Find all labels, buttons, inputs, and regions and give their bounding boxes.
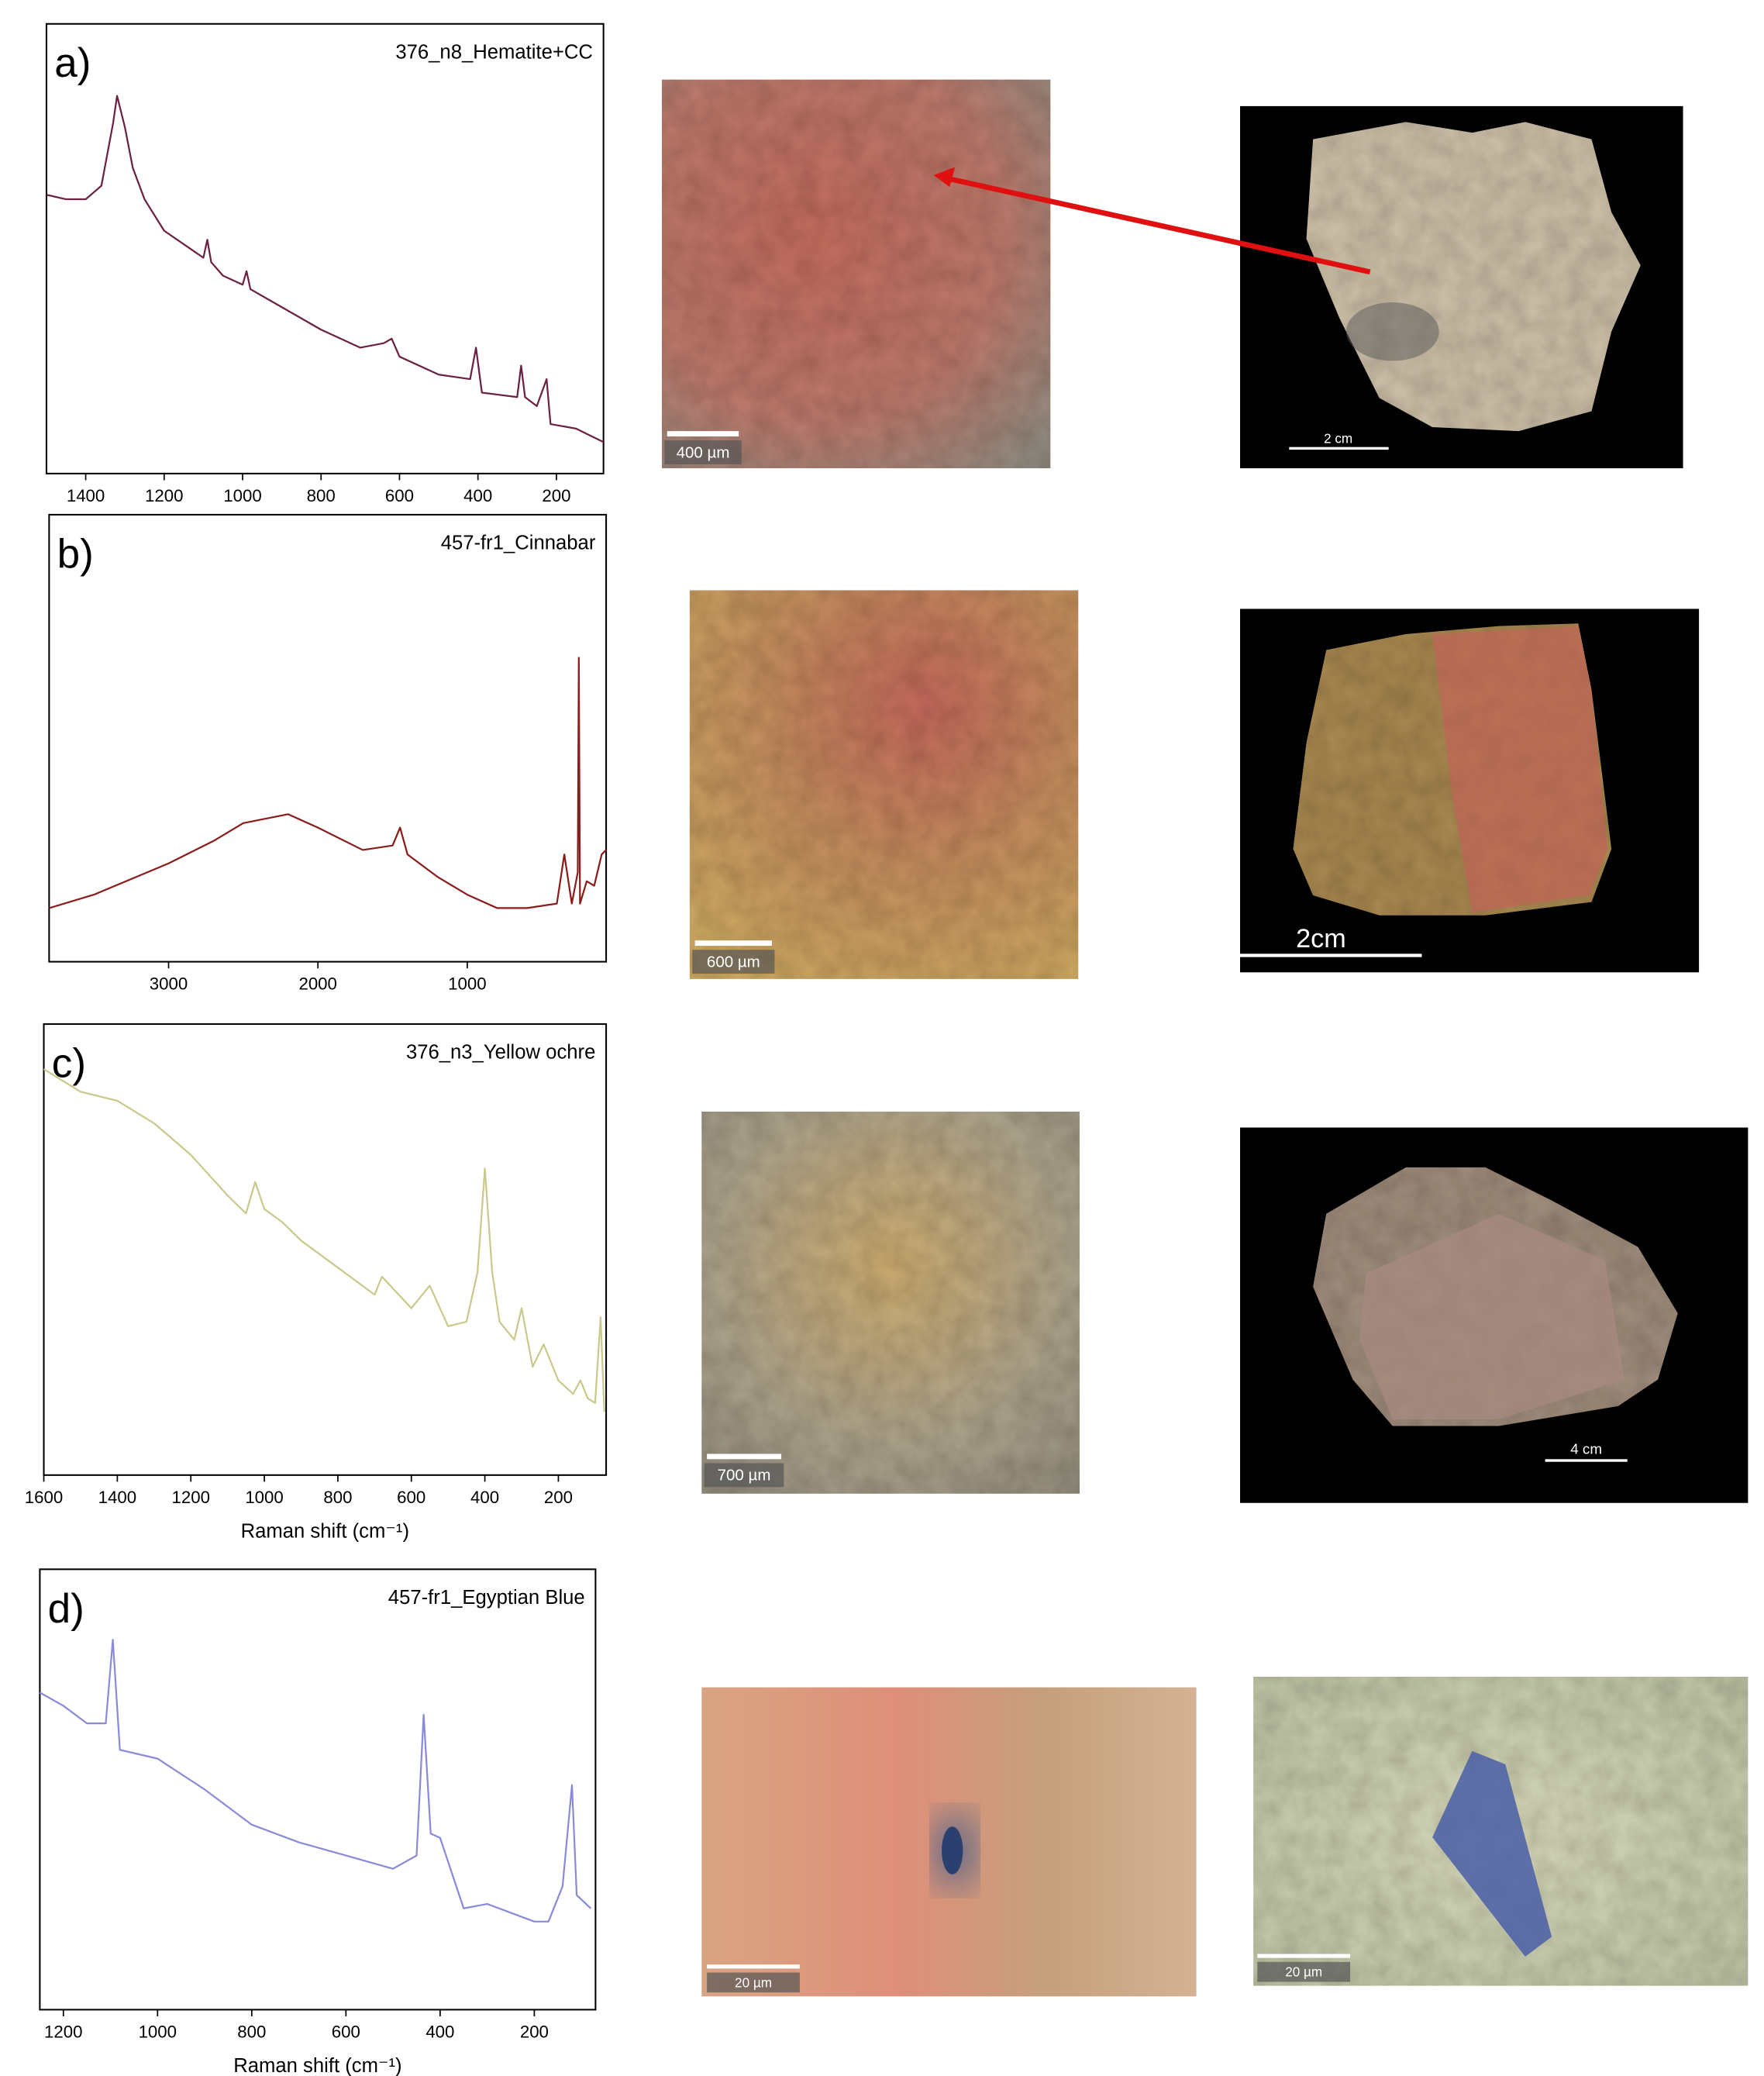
x-tick-label: 1400 <box>98 1488 136 1507</box>
plot-frame <box>44 1024 607 1475</box>
x-tick-label: 1200 <box>171 1488 209 1507</box>
x-tick-label: 600 <box>385 486 414 505</box>
micrograph: 700 µm <box>701 1112 1080 1494</box>
sample-photo: 4 cm <box>1240 1128 1748 1503</box>
scale-label: 20 µm <box>735 1975 772 1990</box>
scale-label: 700 µm <box>718 1467 771 1485</box>
x-tick-label: 200 <box>542 486 570 505</box>
x-tick-label: 200 <box>520 2022 549 2041</box>
scale-label: 600 µm <box>707 953 760 971</box>
chart-title: 457-fr1_Cinnabar <box>441 532 596 553</box>
x-tick-label: 800 <box>307 486 336 505</box>
x-tick-label: 600 <box>332 2022 360 2041</box>
x-tick-label: 1400 <box>67 486 105 505</box>
chart-title: 457-fr1_Egyptian Blue <box>388 1587 585 1609</box>
scale-label: 4 cm <box>1570 1440 1602 1457</box>
sample-photo: 2cm <box>1240 609 1699 972</box>
micrograph: 20 µm <box>701 1688 1196 1997</box>
scale-label: 2cm <box>1296 924 1346 954</box>
panel-label: a) <box>54 40 91 86</box>
plot-frame <box>40 1569 595 2009</box>
spectrum-line <box>44 1069 605 1412</box>
x-tick-label: 1000 <box>245 1488 283 1507</box>
spectrum-line <box>40 1640 591 1922</box>
x-axis-label: Raman shift (cm⁻¹) <box>233 2055 401 2076</box>
spectrum-line <box>49 657 606 908</box>
x-tick-label: 1600 <box>25 1488 63 1507</box>
x-tick-label: 1200 <box>44 2022 82 2041</box>
x-tick-label: 400 <box>463 486 492 505</box>
panel-label: d) <box>48 1586 84 1632</box>
x-tick-label: 1000 <box>139 2022 177 2041</box>
scale-label: 400 µm <box>677 443 730 461</box>
page: {"chart_data":[ {"type":"line","panel_la… <box>0 0 1764 2076</box>
scale-label: 2 cm <box>1324 432 1352 447</box>
plot-frame <box>47 24 604 474</box>
x-tick-label: 1200 <box>145 486 183 505</box>
x-tick-label: 200 <box>544 1488 573 1507</box>
micrograph: 20 µm <box>1253 1677 1748 1986</box>
x-axis-label: Raman shift (cm⁻¹) <box>241 1520 409 1542</box>
panel-label: c) <box>52 1040 86 1086</box>
x-tick-label: 400 <box>425 2022 454 2041</box>
scale-label: 20 µm <box>1285 1965 1322 1980</box>
x-tick-label: 3000 <box>150 974 188 994</box>
spectrum-line <box>47 96 604 443</box>
x-tick-label: 1000 <box>223 486 261 505</box>
x-tick-label: 800 <box>237 2022 266 2041</box>
x-tick-label: 400 <box>470 1488 499 1507</box>
plot-frame <box>49 515 606 962</box>
micrograph: 400 µm <box>662 80 1050 468</box>
chart-title: 376_n8_Hematite+CC <box>395 41 593 63</box>
chart-title: 376_n3_Yellow ochre <box>406 1042 595 1064</box>
x-tick-label: 1000 <box>448 974 486 994</box>
x-tick-label: 2000 <box>298 974 336 994</box>
panel-label: b) <box>57 531 94 577</box>
x-tick-label: 600 <box>397 1488 425 1507</box>
micrograph: 600 µm <box>690 590 1078 978</box>
x-tick-label: 800 <box>323 1488 352 1507</box>
figure: 400 µm 2 cm 600 µm 2cm 700 µm 4 cm 20 µm… <box>0 0 1764 2076</box>
